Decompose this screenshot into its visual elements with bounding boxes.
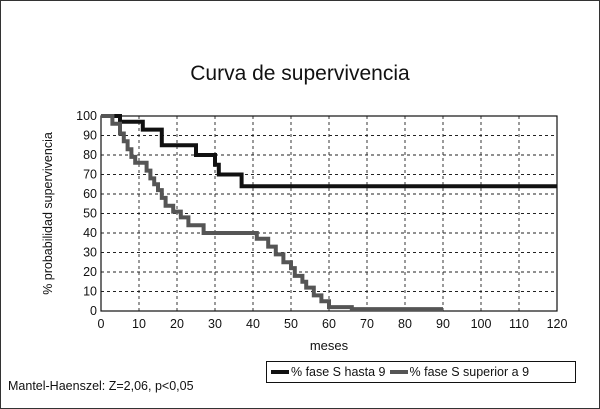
x-tick-label-40: 40: [246, 317, 260, 331]
legend-swatch-series-1: [271, 370, 289, 374]
legend-label-series-2: % fase S superior a 9: [409, 365, 530, 379]
y-tick-label-50: 50: [83, 207, 97, 221]
x-tick-label-10: 10: [132, 317, 146, 331]
x-tick-label-100: 100: [471, 317, 492, 331]
x-tick-label-0: 0: [98, 317, 105, 331]
series-line-2: [101, 114, 443, 312]
y-axis-label: % probabilidad supervivencia: [41, 132, 55, 295]
plot-area: [100, 115, 558, 312]
x-axis-label: meses: [310, 338, 349, 353]
y-tick-label-70: 70: [83, 168, 97, 182]
series-line-1: [101, 114, 557, 189]
x-tick-label-30: 30: [208, 317, 222, 331]
x-tick-label-70: 70: [360, 317, 374, 331]
y-tick-label-10: 10: [83, 285, 97, 299]
chart-title: Curva de supervivencia: [190, 62, 410, 85]
legend-swatch-series-2: [389, 370, 408, 374]
x-tick-label-60: 60: [322, 317, 336, 331]
legend-item-series-2: % fase S superior a 9: [386, 365, 530, 379]
x-tick-label-50: 50: [284, 317, 298, 331]
x-tick-label-110: 110: [509, 317, 529, 331]
y-tick-label-100: 100: [76, 109, 97, 123]
chart-legend: % fase S hasta 9 % fase S superior a 9: [266, 361, 576, 383]
x-tick-label-120: 120: [547, 317, 568, 331]
y-tick-label-60: 60: [83, 187, 97, 201]
y-tick-label-40: 40: [83, 226, 97, 240]
x-tick-label-80: 80: [398, 317, 412, 331]
y-tick-label-80: 80: [83, 148, 97, 162]
y-tick-label-0: 0: [90, 304, 97, 318]
y-tick-label-90: 90: [83, 129, 97, 143]
y-tick-label-20: 20: [83, 265, 97, 279]
statistical-test-note: Mantel-Haenszel: Z=2,06, p<0,05: [8, 379, 194, 393]
legend-item-series-1: % fase S hasta 9: [267, 365, 386, 379]
x-tick-label-20: 20: [170, 317, 184, 331]
y-tick-label-30: 30: [83, 246, 97, 260]
legend-label-series-1: % fase S hasta 9: [291, 365, 386, 379]
x-tick-label-90: 90: [436, 317, 450, 331]
